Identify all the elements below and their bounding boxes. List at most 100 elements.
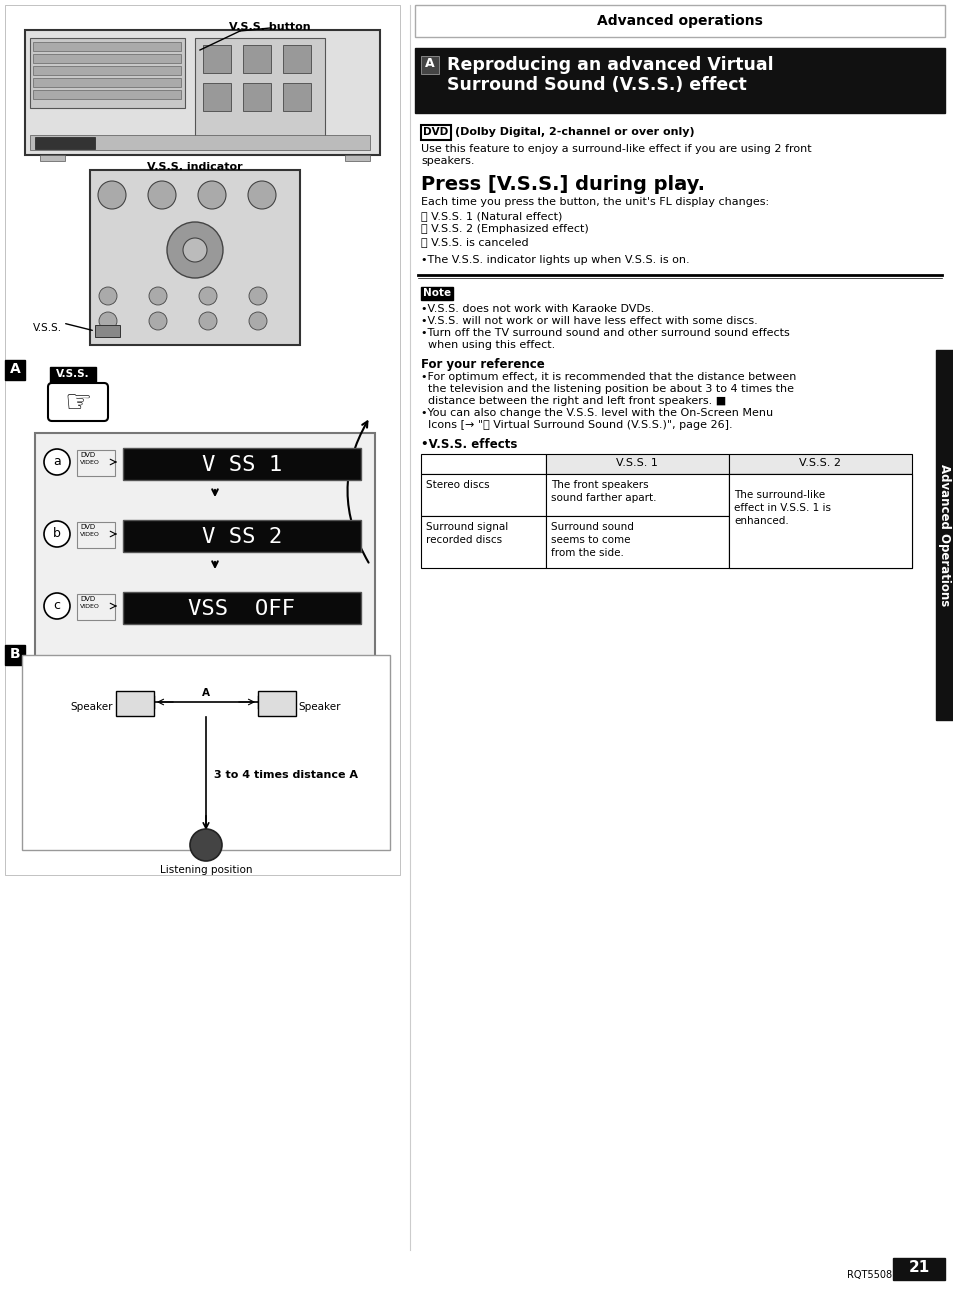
Circle shape xyxy=(149,312,167,330)
Circle shape xyxy=(199,286,216,305)
Text: V SS 2: V SS 2 xyxy=(202,527,282,547)
Text: V.S.S. button: V.S.S. button xyxy=(229,22,311,32)
Bar xyxy=(33,66,181,75)
Text: enhanced.: enhanced. xyxy=(733,516,788,526)
Bar xyxy=(194,38,325,137)
Bar xyxy=(5,360,25,380)
Text: the television and the listening position be about 3 to 4 times the: the television and the listening positio… xyxy=(420,384,793,394)
Bar xyxy=(728,474,911,516)
Text: Stereo discs: Stereo discs xyxy=(426,480,489,490)
Bar xyxy=(90,170,299,345)
Circle shape xyxy=(198,181,226,209)
Text: Listening position: Listening position xyxy=(159,864,252,875)
Bar xyxy=(203,45,231,73)
Text: V.S.S. indicator: V.S.S. indicator xyxy=(147,162,243,172)
Bar xyxy=(50,367,96,382)
Text: seems to come: seems to come xyxy=(551,535,630,546)
Bar xyxy=(5,5,399,875)
Text: sound farther apart.: sound farther apart. xyxy=(551,492,656,503)
Text: •V.S.S. will not work or will have less effect with some discs.: •V.S.S. will not work or will have less … xyxy=(420,316,757,327)
Text: Reproducing an advanced Virtual: Reproducing an advanced Virtual xyxy=(447,56,773,74)
Circle shape xyxy=(98,181,126,209)
Bar xyxy=(33,54,181,64)
Text: effect in V.S.S. 1 is: effect in V.S.S. 1 is xyxy=(733,503,830,513)
Text: •V.S.S. does not work with Karaoke DVDs.: •V.S.S. does not work with Karaoke DVDs. xyxy=(420,305,654,314)
Text: VIDEO: VIDEO xyxy=(80,460,100,465)
Bar xyxy=(40,156,65,161)
Text: when using this effect.: when using this effect. xyxy=(420,340,555,350)
Text: The front speakers: The front speakers xyxy=(551,480,648,490)
Bar xyxy=(123,448,360,480)
Bar xyxy=(33,78,181,87)
Bar xyxy=(5,645,25,665)
Circle shape xyxy=(183,238,207,262)
Text: A: A xyxy=(202,688,210,699)
Text: The surround-like: The surround-like xyxy=(733,490,824,500)
Text: VIDEO: VIDEO xyxy=(80,531,100,537)
Text: For your reference: For your reference xyxy=(420,358,544,371)
Circle shape xyxy=(149,286,167,305)
Text: A: A xyxy=(10,362,20,376)
Text: c: c xyxy=(53,599,60,612)
Text: distance between the right and left front speakers. ■: distance between the right and left fron… xyxy=(420,397,725,406)
Circle shape xyxy=(249,286,267,305)
Bar xyxy=(728,454,911,474)
Text: V.S.S. 1: V.S.S. 1 xyxy=(616,457,658,468)
Circle shape xyxy=(249,312,267,330)
Text: V SS 1: V SS 1 xyxy=(202,455,282,476)
Text: ⓒ V.S.S. is canceled: ⓒ V.S.S. is canceled xyxy=(420,237,528,248)
Bar xyxy=(283,45,311,73)
Text: recorded discs: recorded discs xyxy=(426,535,501,546)
Circle shape xyxy=(44,594,70,619)
Text: Speaker: Speaker xyxy=(71,702,112,712)
Circle shape xyxy=(190,829,222,861)
Text: DVD: DVD xyxy=(80,524,95,530)
Bar xyxy=(33,89,181,98)
Text: 3 to 4 times distance A: 3 to 4 times distance A xyxy=(213,770,357,780)
Bar xyxy=(345,156,370,161)
Bar xyxy=(35,433,375,664)
Text: Advanced operations: Advanced operations xyxy=(597,14,762,29)
Circle shape xyxy=(99,312,117,330)
Text: Note: Note xyxy=(422,288,451,298)
Circle shape xyxy=(148,181,175,209)
Text: (Dolby Digital, 2-channel or over only): (Dolby Digital, 2-channel or over only) xyxy=(455,127,694,137)
Bar xyxy=(123,520,360,552)
Bar xyxy=(935,350,953,721)
Bar xyxy=(415,48,944,113)
Circle shape xyxy=(199,312,216,330)
Text: Surround sound: Surround sound xyxy=(551,522,633,531)
Text: B: B xyxy=(10,647,20,661)
Text: V.S.S.: V.S.S. xyxy=(32,323,62,333)
Bar xyxy=(116,691,153,715)
Bar xyxy=(892,1258,944,1280)
Bar xyxy=(22,654,390,850)
Bar xyxy=(420,454,545,474)
Bar xyxy=(420,516,545,568)
Bar xyxy=(123,592,360,623)
Text: V.S.S.: V.S.S. xyxy=(56,369,90,378)
Text: a: a xyxy=(53,455,61,468)
Text: RQT5508: RQT5508 xyxy=(846,1270,892,1280)
Bar xyxy=(420,124,451,140)
Text: Speaker: Speaker xyxy=(297,702,340,712)
Text: Surround signal: Surround signal xyxy=(426,522,508,531)
Bar xyxy=(33,41,181,51)
Bar xyxy=(545,516,728,568)
Text: 21: 21 xyxy=(907,1260,928,1275)
Bar xyxy=(77,594,115,619)
Bar xyxy=(420,286,453,299)
Text: DVD: DVD xyxy=(80,452,95,457)
Text: Surround Sound (V.S.S.) effect: Surround Sound (V.S.S.) effect xyxy=(447,76,746,95)
Text: VSS  OFF: VSS OFF xyxy=(189,599,295,619)
Circle shape xyxy=(44,521,70,547)
Circle shape xyxy=(99,286,117,305)
Bar xyxy=(415,5,944,38)
Text: •You can also change the V.S.S. level with the On-Screen Menu: •You can also change the V.S.S. level wi… xyxy=(420,408,772,419)
Text: ☞: ☞ xyxy=(64,389,91,419)
Bar xyxy=(243,45,271,73)
Text: speakers.: speakers. xyxy=(420,156,474,166)
Bar xyxy=(30,38,185,108)
Text: •V.S.S. effects: •V.S.S. effects xyxy=(420,438,517,451)
Text: from the side.: from the side. xyxy=(551,548,623,559)
